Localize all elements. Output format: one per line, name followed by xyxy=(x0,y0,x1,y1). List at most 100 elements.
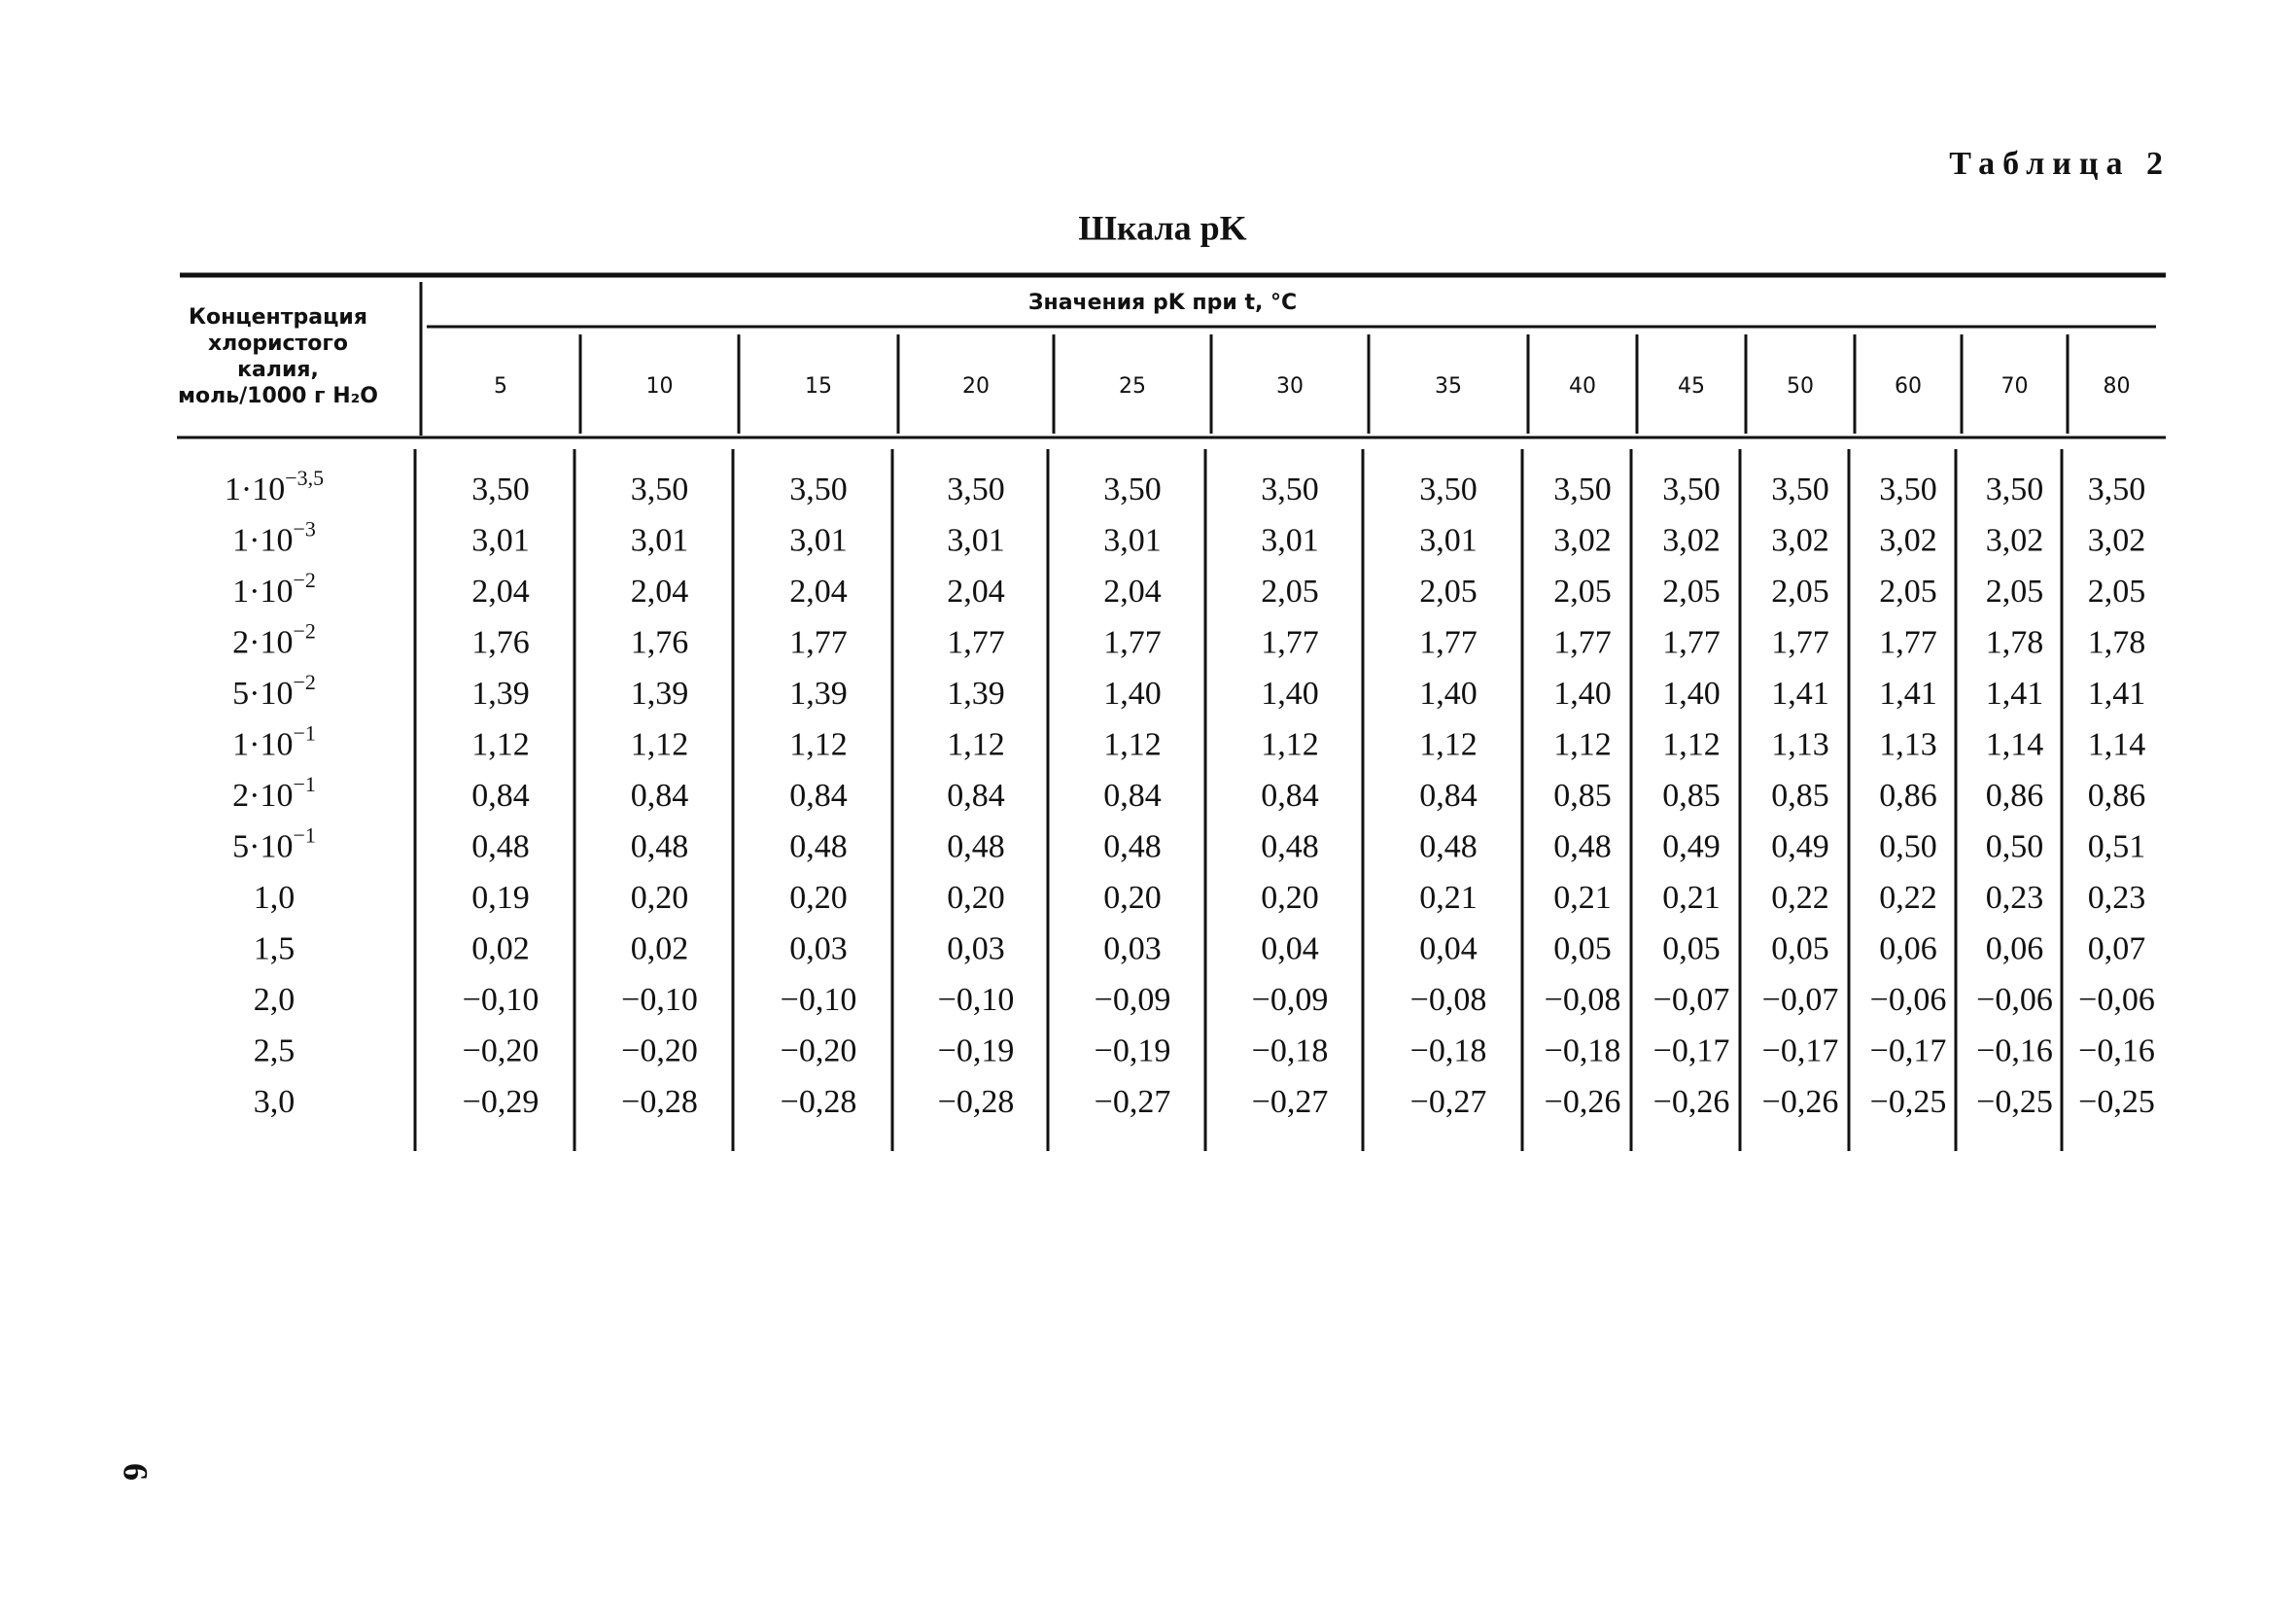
cell-value: 1,40 xyxy=(1553,676,1612,712)
column-header: 35 xyxy=(1435,374,1462,399)
cell-value: 2,04 xyxy=(789,574,848,610)
cell-value: 0,85 xyxy=(1553,778,1612,814)
cell-value: 1,41 xyxy=(2088,676,2146,712)
cell-value: 3,50 xyxy=(1553,472,1612,507)
cell-value: 1,12 xyxy=(1419,726,1478,762)
row-label-base: 5·10 xyxy=(232,828,293,864)
row-label: 2,5 xyxy=(254,1032,296,1068)
cell-value: 3,02 xyxy=(1553,522,1612,558)
row-label: 5·10−2 xyxy=(232,670,316,712)
cell-value: 0,23 xyxy=(1986,880,2044,916)
cell-value: 3,01 xyxy=(789,522,848,558)
cell-value: 2,05 xyxy=(1986,574,2044,610)
cell-value: 1,12 xyxy=(471,726,530,762)
cell-value: 3,01 xyxy=(1419,522,1478,558)
cell-value: 0,20 xyxy=(1261,880,1319,916)
cell-value: −0,28 xyxy=(938,1084,1015,1120)
row-label-exp: −2 xyxy=(293,568,315,592)
cell-value: 1,39 xyxy=(947,676,1005,712)
cell-value: 1,41 xyxy=(1771,676,1829,712)
cell-value: 3,50 xyxy=(1103,472,1162,507)
cell-value: 1,13 xyxy=(1879,726,1937,762)
row-label-base: 1,5 xyxy=(254,930,296,966)
cell-value: 0,48 xyxy=(1419,828,1478,864)
cell-value: 0,20 xyxy=(947,880,1005,916)
cell-value: −0,17 xyxy=(1653,1032,1730,1068)
cell-value: 1,12 xyxy=(789,726,848,762)
row-label-exp: −1 xyxy=(293,772,315,796)
row-label: 5·10−1 xyxy=(232,823,316,865)
cell-value: 2,04 xyxy=(631,574,689,610)
row-label-base: 2·10 xyxy=(232,778,293,814)
cell-value: −0,28 xyxy=(621,1084,698,1120)
row-label-base: 2,0 xyxy=(254,982,296,1018)
cell-value: 1,78 xyxy=(1986,624,2044,660)
table-title: Шкала pK xyxy=(1078,208,1246,247)
cell-value: 2,04 xyxy=(471,574,530,610)
cell-value: 3,50 xyxy=(1771,472,1829,507)
row-label: 2·10−2 xyxy=(232,619,316,661)
cell-value: 0,19 xyxy=(471,880,530,916)
cell-value: 0,84 xyxy=(789,778,848,814)
cell-value: 3,01 xyxy=(631,522,689,558)
row-label: 1,0 xyxy=(254,880,296,916)
column-header: 15 xyxy=(805,374,832,399)
cell-value: 0,05 xyxy=(1662,930,1721,966)
cell-value: 1,77 xyxy=(1261,624,1319,660)
row-label-exp: −3,5 xyxy=(285,466,324,490)
column-header: 70 xyxy=(2001,374,2029,399)
cell-value: −0,16 xyxy=(2078,1032,2155,1068)
row-label-base: 1,0 xyxy=(254,880,296,916)
row-label-base: 1·10 xyxy=(232,726,293,762)
cell-value: 0,48 xyxy=(947,828,1005,864)
group-header: Значения pK при t, °C xyxy=(1028,291,1297,315)
cell-value: −0,25 xyxy=(1870,1084,1947,1120)
column-header: 20 xyxy=(962,374,990,399)
cell-value: 1,76 xyxy=(471,624,530,660)
cell-value: 1,12 xyxy=(1261,726,1319,762)
cell-value: 0,84 xyxy=(631,778,689,814)
cell-value: 0,05 xyxy=(1553,930,1612,966)
row-label-base: 2,5 xyxy=(254,1032,296,1068)
cell-value: 0,03 xyxy=(1103,930,1162,966)
cell-value: 1,76 xyxy=(631,624,689,660)
row-label: 1·10−1 xyxy=(232,721,316,763)
table-label: Таблица 2 xyxy=(1949,146,2171,182)
cell-value: 1,77 xyxy=(789,624,848,660)
cell-value: 0,07 xyxy=(2088,930,2146,966)
cell-value: −0,09 xyxy=(1095,982,1171,1018)
cell-value: 0,20 xyxy=(631,880,689,916)
cell-value: 2,05 xyxy=(1662,574,1721,610)
cell-value: 1,77 xyxy=(1103,624,1162,660)
cell-value: 3,01 xyxy=(1103,522,1162,558)
column-header: 10 xyxy=(646,374,674,399)
cell-value: −0,16 xyxy=(1976,1032,2053,1068)
cell-value: 0,03 xyxy=(789,930,848,966)
cell-value: −0,08 xyxy=(1545,982,1621,1018)
cell-value: 1,40 xyxy=(1662,676,1721,712)
cell-value: −0,25 xyxy=(1976,1084,2053,1120)
column-header: 80 xyxy=(2104,374,2131,399)
cell-value: 0,48 xyxy=(789,828,848,864)
cell-value: −0,20 xyxy=(781,1032,857,1068)
cell-value: −0,18 xyxy=(1545,1032,1621,1068)
cell-value: 2,05 xyxy=(1771,574,1829,610)
cell-value: 1,77 xyxy=(1553,624,1612,660)
column-header: 25 xyxy=(1119,374,1146,399)
cell-value: 3,50 xyxy=(1662,472,1721,507)
column-header: 50 xyxy=(1787,374,1814,399)
column-header: 60 xyxy=(1895,374,1922,399)
cell-value: 0,86 xyxy=(2088,778,2146,814)
cell-value: 0,02 xyxy=(631,930,689,966)
cell-value: −0,26 xyxy=(1653,1084,1730,1120)
cell-value: 0,84 xyxy=(471,778,530,814)
cell-value: 0,50 xyxy=(1986,828,2044,864)
cell-value: 3,50 xyxy=(631,472,689,507)
cell-value: 2,05 xyxy=(1419,574,1478,610)
row-header-line: моль/1000 г H₂O xyxy=(178,384,378,408)
cell-value: −0,06 xyxy=(1870,982,1947,1018)
row-label-base: 1·10 xyxy=(232,574,293,610)
cell-value: −0,17 xyxy=(1762,1032,1839,1068)
column-header: 5 xyxy=(494,374,507,399)
